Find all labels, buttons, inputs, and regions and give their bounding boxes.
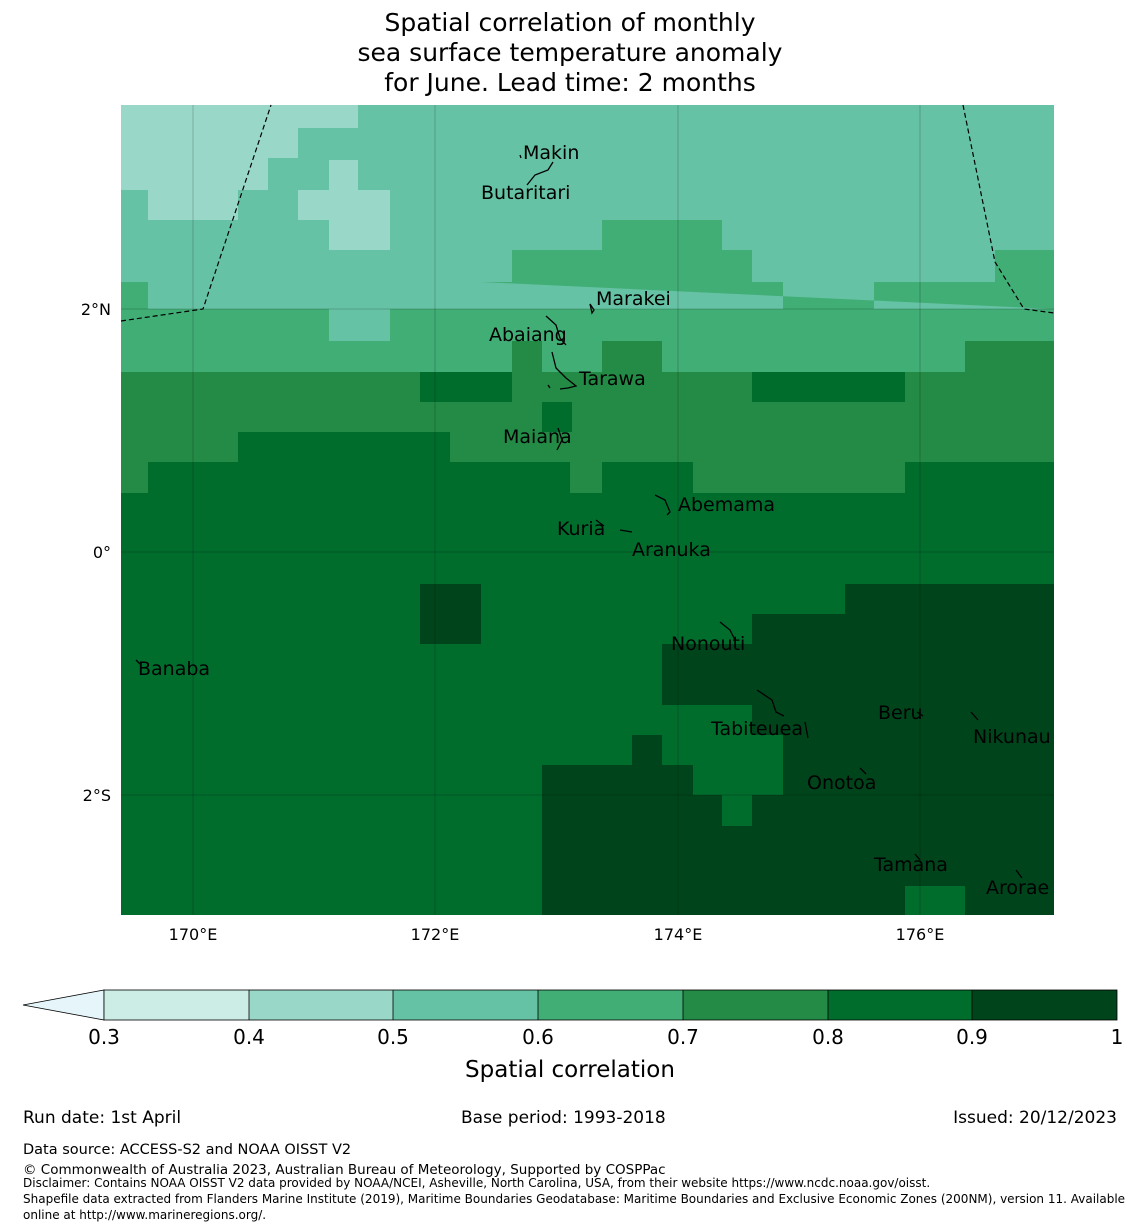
y-tick-label: 0° bbox=[93, 543, 111, 562]
colorbar-segment bbox=[828, 990, 972, 1020]
field-cell bbox=[121, 105, 358, 220]
colorbar-tick-label: 0.3 bbox=[88, 1025, 120, 1049]
y-tick-label: 2°S bbox=[83, 786, 111, 805]
copyright-notice: © Commonwealth of Australia 2023, Austra… bbox=[23, 1162, 666, 1178]
map-title: Spatial correlation of monthly sea surfa… bbox=[220, 8, 920, 98]
island-shape bbox=[595, 519, 605, 527]
island-shape bbox=[589, 303, 595, 315]
island-label-tarawa: Tarawa bbox=[578, 368, 646, 390]
correlation-field bbox=[121, 105, 1054, 915]
field-cell bbox=[905, 886, 965, 915]
island-label-butaritari: Butaritari bbox=[481, 182, 570, 204]
field-cell bbox=[329, 309, 390, 341]
island-label-aranuka: Aranuka bbox=[632, 539, 711, 561]
island-label-tamana: Tamana bbox=[873, 854, 948, 876]
island-label-abaiang: Abaiang bbox=[489, 324, 567, 346]
island-label-tabiteuea: Tabiteuea bbox=[710, 718, 803, 740]
island-shape bbox=[556, 427, 563, 451]
island-shape bbox=[804, 721, 809, 739]
island-label-beru: Beru bbox=[878, 702, 923, 724]
field-cell bbox=[450, 432, 1054, 493]
colorbar-title: Spatial correlation bbox=[465, 1057, 675, 1083]
island-label-abemama: Abemama bbox=[678, 494, 775, 516]
island-shape bbox=[545, 315, 567, 346]
shapefile-credit-line-1: Shapefile data extracted from Flanders M… bbox=[23, 1192, 1126, 1206]
island-shape bbox=[859, 767, 867, 775]
title-line-2: sea surface temperature anomaly bbox=[357, 38, 783, 67]
island-shape bbox=[914, 853, 921, 861]
island-label-banaba: Banaba bbox=[138, 658, 210, 680]
colorbar-segment bbox=[393, 990, 538, 1020]
island-label-nonouti: Nonouti bbox=[671, 633, 745, 655]
field-cell bbox=[542, 584, 1054, 915]
island-shape bbox=[916, 711, 924, 717]
issued-date: Issued: 20/12/2023 bbox=[953, 1108, 1117, 1128]
colorbar-tick-label: 0.5 bbox=[377, 1025, 409, 1049]
field-cell bbox=[121, 282, 148, 309]
eez-boundary bbox=[120, 104, 1055, 322]
island-label-marakei: Marakei bbox=[596, 288, 671, 310]
colorbar-tick-label: 0.4 bbox=[233, 1025, 265, 1049]
island-shape bbox=[719, 621, 736, 641]
island-label-kuria: Kuria bbox=[557, 518, 605, 540]
island-shape bbox=[970, 711, 979, 721]
disclaimer: Disclaimer: Contains NOAA OISST V2 data … bbox=[23, 1176, 931, 1190]
colorbar-extend-triangle bbox=[22, 989, 105, 1021]
map-figure: Makin Butaritari Marakei Abaiang Tarawa … bbox=[22, 104, 1124, 1083]
field-cell bbox=[121, 341, 1054, 462]
title-line-3: for June. Lead time: 2 months bbox=[384, 68, 756, 97]
colorbar-tick-label: 0.9 bbox=[956, 1025, 988, 1049]
x-tick-label: 172°E bbox=[411, 925, 460, 944]
island-shape bbox=[654, 494, 671, 516]
field-cell bbox=[121, 309, 1054, 372]
x-tick-label: 174°E bbox=[654, 925, 703, 944]
colorbar-tick-label: 0.8 bbox=[812, 1025, 844, 1049]
field-cell bbox=[420, 584, 481, 644]
island-shape bbox=[547, 384, 551, 389]
field-cell bbox=[481, 220, 1054, 309]
shapefile-credit-line-2: online at http://www.marineregions.org/. bbox=[23, 1208, 267, 1222]
island-shape bbox=[519, 154, 522, 159]
island-label-onotoa: Onotoa bbox=[807, 772, 876, 794]
x-tick-label: 176°E bbox=[896, 925, 945, 944]
eez-boundary-east bbox=[962, 104, 1055, 314]
data-source: Data source: ACCESS-S2 and NOAA OISST V2 bbox=[23, 1142, 352, 1158]
field-cell bbox=[148, 432, 450, 462]
island-shape bbox=[756, 689, 785, 717]
colorbar-segment bbox=[538, 990, 683, 1020]
run-date: Run date: 1st April bbox=[23, 1108, 182, 1128]
field-cell bbox=[121, 462, 148, 493]
island-shape bbox=[1015, 869, 1023, 879]
island-label-nikunau: Nikunau bbox=[973, 726, 1051, 748]
field-cell bbox=[693, 735, 783, 826]
island-shape bbox=[135, 659, 141, 665]
colorbar-tick-label: 1 bbox=[1111, 1025, 1124, 1049]
field-cell bbox=[542, 402, 572, 432]
field-cell bbox=[298, 160, 390, 250]
title-line-1: Spatial correlation of monthly bbox=[384, 8, 756, 37]
colorbar-segment bbox=[104, 990, 249, 1020]
island-shape bbox=[551, 351, 578, 390]
field-cell bbox=[905, 462, 995, 493]
colorbar-segment bbox=[972, 990, 1117, 1020]
colorbar-segment bbox=[249, 990, 393, 1020]
island-shape bbox=[619, 529, 633, 533]
island-label-arorae: Arorae bbox=[986, 877, 1049, 899]
island-label-maiana: Maiana bbox=[503, 426, 572, 448]
island-coastlines bbox=[135, 154, 1023, 879]
gridlines bbox=[121, 105, 1054, 915]
island-shape bbox=[526, 161, 554, 186]
colorbar: 0.3 0.4 0.5 0.6 0.7 0.8 0.9 1 Spatial co… bbox=[22, 989, 1124, 1083]
colorbar-tick-label: 0.6 bbox=[522, 1025, 554, 1049]
eez-boundary-west bbox=[120, 104, 272, 322]
island-label-makin: Makin bbox=[523, 142, 579, 164]
colorbar-tick-label: 0.7 bbox=[667, 1025, 699, 1049]
y-tick-label: 2°N bbox=[81, 300, 111, 319]
base-period: Base period: 1993-2018 bbox=[461, 1108, 666, 1128]
x-tick-label: 170°E bbox=[169, 925, 218, 944]
field-cell bbox=[602, 462, 693, 493]
colorbar-frame bbox=[103, 989, 1118, 1021]
colorbar-segment bbox=[683, 990, 828, 1020]
